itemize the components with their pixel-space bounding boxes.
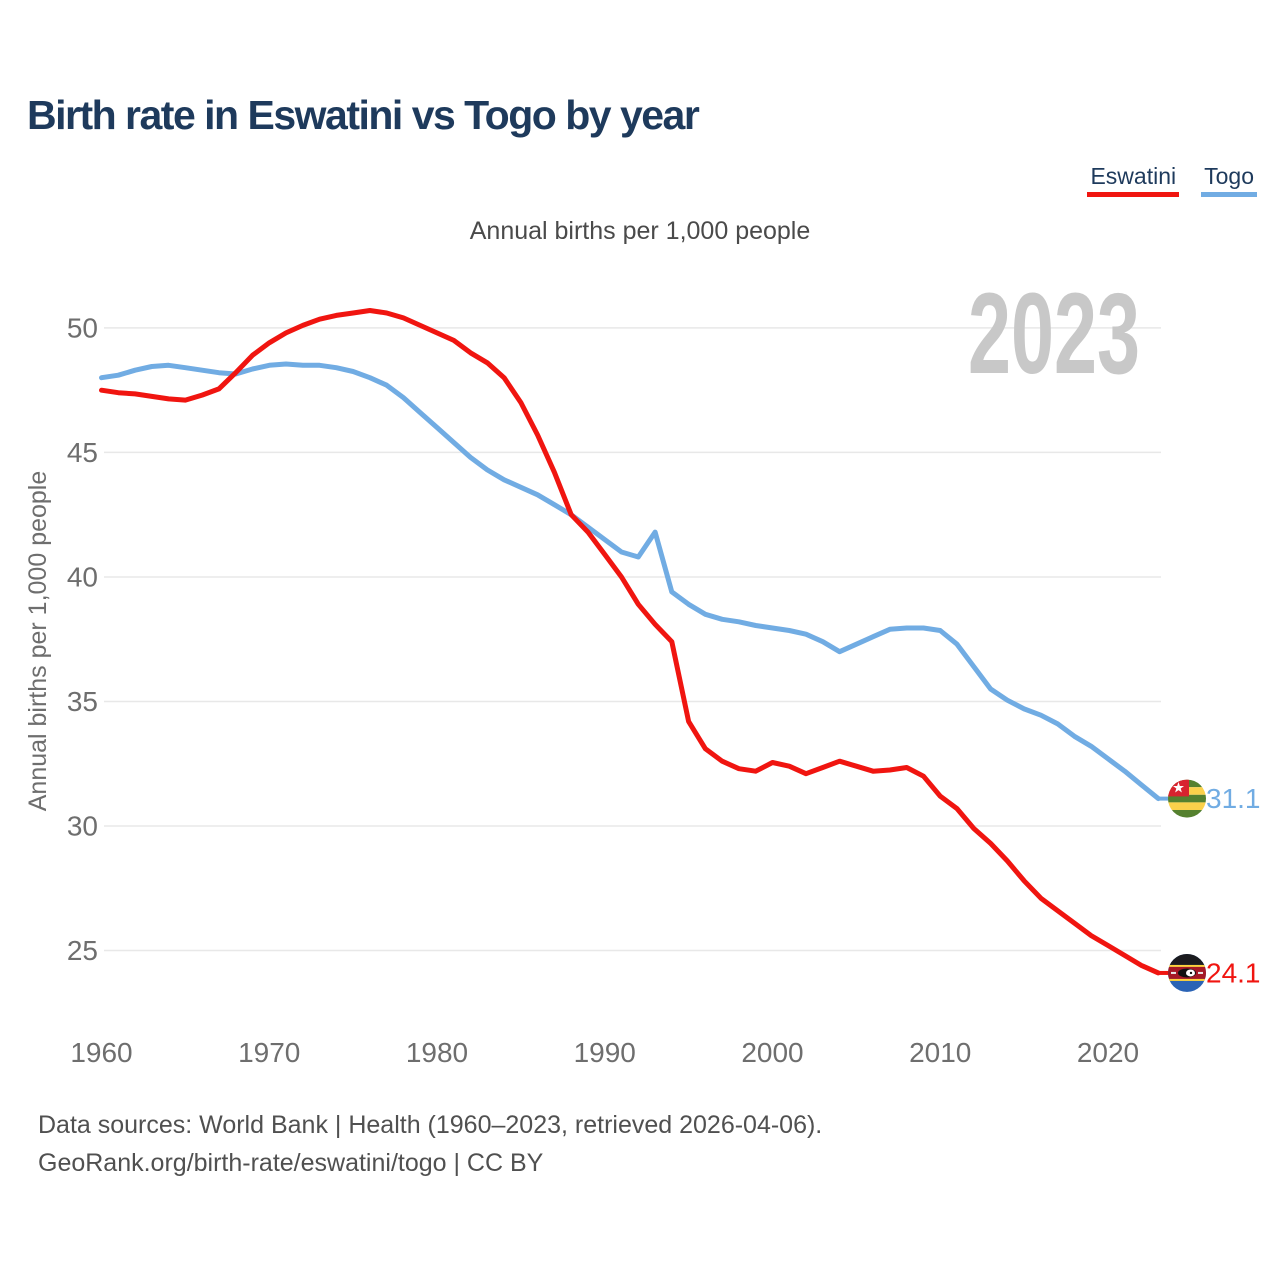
legend-label-togo[interactable]: Togo	[1204, 163, 1254, 189]
footer-sources-line: Data sources: World Bank | Health (1960–…	[38, 1111, 823, 1139]
legend-item-togo[interactable]: Togo	[1201, 163, 1257, 197]
x-tick-2020: 2020	[1077, 1037, 1139, 1068]
legend-label-eswatini[interactable]: Eswatini	[1090, 163, 1177, 189]
y-axis-title: Annual births per 1,000 people	[24, 471, 52, 812]
watermark: 2023	[968, 270, 1140, 398]
y-tick-30: 30	[67, 811, 98, 842]
legend-item-eswatini[interactable]: Eswatini	[1087, 163, 1180, 197]
end-markers: 31.1 24.1	[1158, 779, 1261, 992]
x-tick-1970: 1970	[238, 1037, 300, 1068]
x-tick-2000: 2000	[741, 1037, 803, 1068]
chart-subtitle: Annual births per 1,000 people	[469, 217, 811, 245]
y-tick-50: 50	[67, 312, 98, 343]
x-tick-2010: 2010	[909, 1037, 971, 1068]
end-label-eswatini: 24.1	[1206, 957, 1261, 988]
gridlines	[104, 327, 1161, 952]
y-tick-35: 35	[67, 686, 98, 717]
legend-underline-eswatini	[1087, 192, 1180, 197]
line-togo	[99, 361, 1161, 802]
togo-star	[1172, 782, 1185, 793]
data-lines	[99, 308, 1161, 976]
eswatini-flag-icon	[1168, 953, 1206, 992]
y-axis-tick-labels: 25 30 35 40 45 50	[67, 312, 98, 966]
y-tick-40: 40	[67, 561, 98, 592]
footer: Data sources: World Bank | Health (1960–…	[38, 1106, 822, 1182]
x-tick-1990: 1990	[574, 1037, 636, 1068]
x-tick-1960: 1960	[70, 1037, 132, 1068]
x-tick-1980: 1980	[406, 1037, 468, 1068]
end-label-togo: 31.1	[1206, 783, 1261, 814]
y-tick-25: 25	[67, 935, 98, 966]
legend: Eswatini Togo	[1087, 163, 1257, 197]
y-tick-45: 45	[67, 437, 98, 468]
page-title: Birth rate in Eswatini vs Togo by year	[27, 92, 700, 138]
togo-flag-icon	[1168, 779, 1206, 818]
x-axis-tick-labels: 1960 1970 1980 1990 2000 2010 2020	[70, 1037, 1139, 1068]
line-eswatini	[99, 308, 1161, 976]
footer-url-line: GeoRank.org/birth-rate/eswatini/togo | C…	[38, 1149, 544, 1177]
legend-underline-togo	[1201, 192, 1257, 197]
